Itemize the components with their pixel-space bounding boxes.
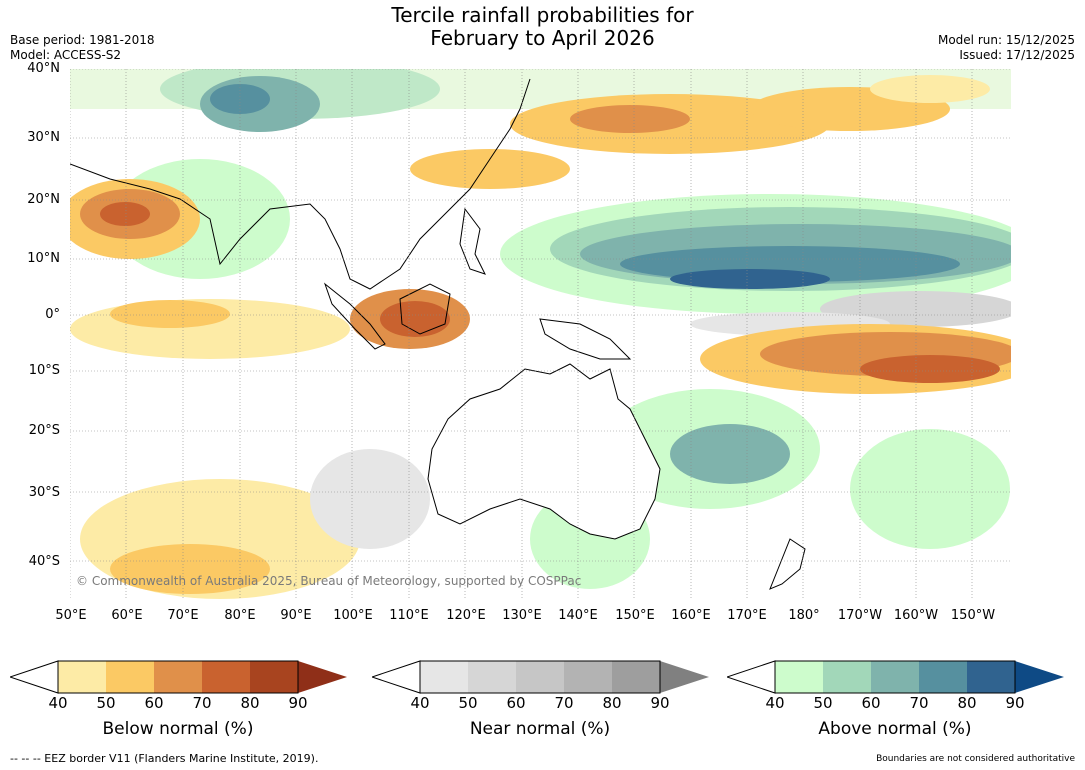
colorbar-segment: [775, 661, 823, 693]
meta-left: Base period: 1981-2018 Model: ACCESS-S2: [10, 33, 155, 63]
lon-label: 120°E: [446, 608, 486, 623]
colorbar-tick: 80: [602, 694, 622, 712]
probability-fields: [70, 69, 1011, 599]
map-title: Tercile rainfall probabilities for Febru…: [0, 4, 1085, 50]
lon-label: 160°W: [893, 608, 939, 623]
lon-label: 150°E: [615, 608, 655, 623]
colorbar-extend-low: [727, 660, 776, 694]
colorbar-tick: 50: [813, 694, 833, 712]
colorbar-extend-low: [10, 660, 59, 694]
colorbar-segment: [612, 661, 660, 693]
colorbar-segment: [564, 661, 612, 693]
colorbar-segment: [967, 661, 1015, 693]
colorbar-segment: [250, 661, 298, 693]
lon-label: 90°E: [280, 608, 312, 623]
colorbar-below-normal: [10, 660, 347, 694]
copyright-notice: © Commonwealth of Australia 2025, Bureau…: [76, 574, 582, 588]
colorbar-tick: 50: [458, 694, 478, 712]
colorbar-extend-low: [372, 660, 421, 694]
colorbar-label-above: Above normal (%): [818, 719, 972, 739]
title-line-1: Tercile rainfall probabilities for: [391, 3, 694, 27]
colorbar-tick: 50: [96, 694, 116, 712]
lat-label: 40°N: [27, 61, 60, 76]
lat-label: 0°: [45, 307, 60, 322]
lon-label: 170°E: [727, 608, 767, 623]
colorbar-label-near: Near normal (%): [469, 719, 611, 739]
colorbar-segment: [468, 661, 516, 693]
colorbar-extend-high: [1015, 661, 1064, 693]
colorbar-tick: 40: [48, 694, 68, 712]
colorbar-tick: 90: [1005, 694, 1025, 712]
colorbar-near-normal: [372, 660, 709, 694]
lon-label: 140°E: [558, 608, 598, 623]
colorbar-tick: 70: [909, 694, 929, 712]
colorbar-extend-high: [660, 661, 709, 693]
new-guinea-outline: [539, 318, 632, 360]
colorbar-tick: 90: [288, 694, 308, 712]
borneo-outline: [399, 283, 451, 335]
philippines-outline: [459, 207, 486, 275]
boundary-disclaimer: Boundaries are not considered authoritat…: [876, 754, 1075, 764]
colorbar-segment: [919, 661, 967, 693]
base-period: Base period: 1981-2018: [10, 33, 155, 47]
model-name: Model: ACCESS-S2: [10, 48, 122, 62]
lon-label: 70°E: [167, 608, 199, 623]
colorbar-segment: [154, 661, 202, 693]
rainfall-map: [70, 69, 1011, 599]
lat-label: 10°S: [28, 363, 60, 378]
colorbar-tick: 40: [410, 694, 430, 712]
colorbar-tick: 60: [506, 694, 526, 712]
lat-label: 30°S: [28, 485, 60, 500]
colorbar-segment: [516, 661, 564, 693]
australia-outline: [427, 363, 661, 540]
colorbar-segment: [420, 661, 468, 693]
colorbar-tick: 70: [554, 694, 574, 712]
lon-label: 130°E: [502, 608, 542, 623]
colorbar-tick: 80: [957, 694, 977, 712]
lon-label: 110°E: [389, 608, 429, 623]
colorbar-tick: 80: [240, 694, 260, 712]
colorbar-segment: [871, 661, 919, 693]
colorbar-extend-high: [298, 661, 347, 693]
lat-label: 40°S: [28, 554, 60, 569]
lat-label: 20°S: [28, 423, 60, 438]
colorbar-segment: [823, 661, 871, 693]
meta-right: Model run: 15/12/2025 Issued: 17/12/2025: [938, 33, 1075, 63]
lat-label: 10°N: [27, 251, 60, 266]
colorbar-tick: 40: [765, 694, 785, 712]
colorbar-label-below: Below normal (%): [102, 719, 254, 739]
lon-label: 180°: [788, 608, 820, 623]
new-zealand-outline: [769, 538, 806, 590]
colorbar-segment: [58, 661, 106, 693]
asia-coastline: [70, 78, 531, 290]
colorbar-tick: 70: [192, 694, 212, 712]
lat-label: 20°N: [27, 192, 60, 207]
issued-date: Issued: 17/12/2025: [959, 48, 1075, 62]
colorbar-above-normal: [727, 660, 1064, 694]
lon-label: 170°W: [837, 608, 883, 623]
lon-label: 60°E: [111, 608, 143, 623]
lon-label: 160°E: [671, 608, 711, 623]
lat-label: 30°N: [27, 130, 60, 145]
colorbar-tick: 60: [861, 694, 881, 712]
gridlines: [70, 69, 1011, 599]
eez-legend: -- -- -- EEZ border V11 (Flanders Marine…: [10, 752, 319, 765]
colorbar-segment: [106, 661, 154, 693]
sumatra-outline: [323, 282, 386, 350]
lon-label: 50°E: [55, 608, 87, 623]
lon-label: 80°E: [224, 608, 256, 623]
model-run: Model run: 15/12/2025: [937, 33, 1075, 47]
lon-label: 100°E: [333, 608, 373, 623]
colorbar-segment: [202, 661, 250, 693]
colorbar-tick: 90: [650, 694, 670, 712]
colorbar-tick: 60: [144, 694, 164, 712]
title-line-2: February to April 2026: [430, 26, 655, 50]
lon-label: 150°W: [950, 608, 996, 623]
